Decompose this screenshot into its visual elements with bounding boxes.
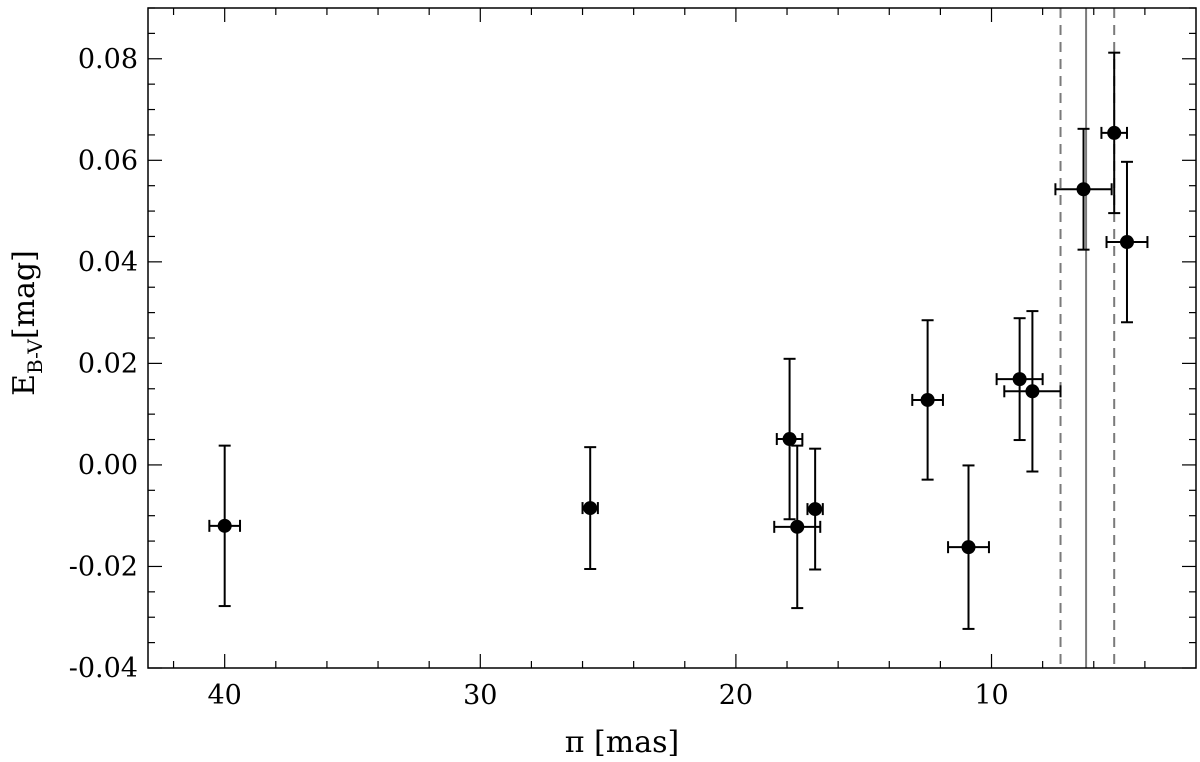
- data-points: [208, 51, 1149, 630]
- data-point-group: [1054, 127, 1113, 251]
- data-point-group: [995, 317, 1044, 442]
- data-point: [808, 502, 823, 517]
- reference-lines: [1059, 8, 1116, 668]
- data-point-group: [773, 444, 822, 610]
- y-tick-label: 0.02: [78, 348, 138, 379]
- data-point: [217, 518, 232, 533]
- data-point-group: [208, 444, 242, 608]
- y-axis-title-subscript: B-V: [23, 339, 47, 374]
- data-point-group: [1105, 160, 1149, 324]
- y-tick-label: -0.02: [69, 551, 138, 582]
- data-point: [961, 540, 976, 555]
- data-point: [790, 519, 805, 534]
- y-tick-label: 0.06: [78, 145, 138, 176]
- data-point: [1107, 125, 1122, 140]
- y-axis-title-unit: [mag]: [7, 250, 42, 339]
- plot-frame: [147, 7, 1197, 669]
- y-tick-label: -0.04: [69, 653, 138, 684]
- x-tick-label: 40: [208, 680, 242, 711]
- data-point: [1025, 384, 1040, 399]
- data-point: [1076, 182, 1091, 197]
- data-point-group: [775, 357, 804, 521]
- y-axis-title-main: E: [7, 374, 42, 396]
- y-tick-label: 0.04: [78, 247, 138, 278]
- x-axis-title: π [mas]: [565, 725, 679, 760]
- y-tick-label: 0.00: [78, 450, 138, 481]
- data-point: [1119, 235, 1134, 250]
- data-point: [1012, 372, 1027, 387]
- data-point-group: [911, 319, 944, 481]
- data-point-group: [1003, 310, 1062, 473]
- x-tick-label: 10: [974, 680, 1008, 711]
- y-axis-title: EB-V[mag]: [7, 250, 47, 396]
- axis-ticks: [148, 7, 1196, 669]
- data-point-group: [806, 447, 824, 571]
- x-tick-label: 30: [463, 680, 497, 711]
- data-point: [583, 501, 598, 516]
- data-point-group: [581, 446, 599, 570]
- x-tick-labels: 40 30 20 10: [208, 680, 1009, 711]
- data-point: [782, 432, 797, 447]
- data-point-group: [947, 464, 990, 630]
- data-point: [920, 392, 935, 407]
- x-tick-label: 20: [719, 680, 753, 711]
- y-tick-label: 0.08: [78, 44, 138, 75]
- data-point-group: [1100, 51, 1128, 215]
- y-tick-labels: -0.04 -0.02 0.00 0.02 0.04 0.06 0.08: [69, 44, 138, 684]
